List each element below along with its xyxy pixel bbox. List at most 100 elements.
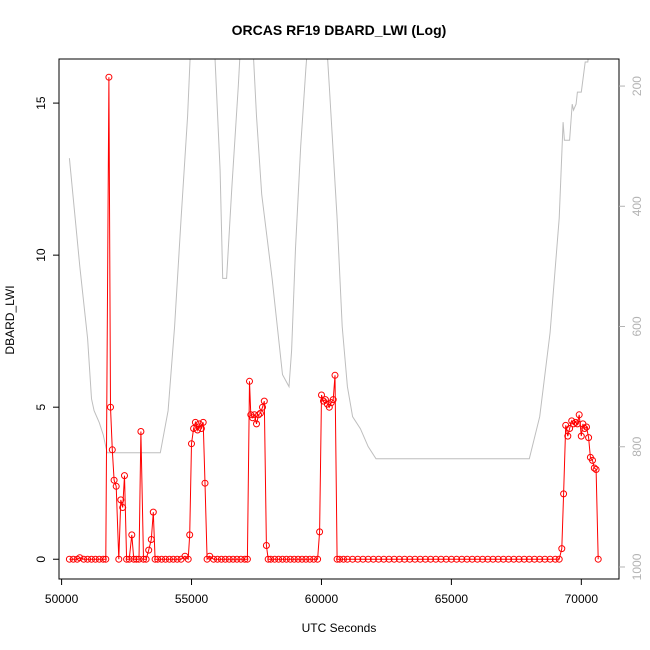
data-point <box>275 555 283 563</box>
data-point <box>110 476 118 484</box>
data-point <box>154 555 162 563</box>
data-point <box>107 403 114 411</box>
data-point <box>505 555 513 563</box>
data-point <box>253 420 260 428</box>
data-point <box>147 536 155 543</box>
x-tick-label: 55000 <box>175 592 209 606</box>
data-point <box>173 555 181 563</box>
data-point <box>88 555 95 563</box>
data-point <box>447 555 455 563</box>
y-tick-label: 15 <box>34 96 48 110</box>
data-point <box>188 440 195 448</box>
data-point <box>262 542 270 549</box>
data-point <box>119 504 127 511</box>
data-point <box>572 418 580 426</box>
data-point <box>432 555 440 563</box>
data-point <box>589 456 596 464</box>
data-point <box>343 555 351 563</box>
data-point <box>256 409 264 417</box>
data-point <box>184 555 192 563</box>
plot-frame <box>58 58 620 580</box>
data-point <box>575 411 583 419</box>
data-point <box>65 555 73 563</box>
data-point <box>158 555 166 563</box>
data-point <box>229 555 237 563</box>
data-point <box>310 555 318 563</box>
data-point <box>531 555 538 563</box>
chart-title: ORCAS RF19 DBARD_LWI (Log) <box>232 22 447 38</box>
data-point <box>395 555 403 563</box>
data-point <box>541 555 549 563</box>
y2-tick-label: 1000 <box>630 553 644 580</box>
data-point <box>551 555 559 563</box>
data-point <box>125 555 133 563</box>
data-point <box>259 403 266 411</box>
data-point <box>442 555 450 563</box>
data-point <box>99 555 107 563</box>
data-point <box>494 555 502 563</box>
data-point <box>577 432 585 440</box>
data-point <box>318 391 325 399</box>
data-point <box>570 420 577 428</box>
data-point <box>169 555 177 563</box>
data-point <box>306 555 314 563</box>
x-axis-label: UTC Seconds <box>302 621 377 635</box>
data-point <box>246 377 253 385</box>
data-point <box>380 555 388 563</box>
data-point <box>583 423 590 431</box>
data-point <box>117 496 125 504</box>
data-point <box>463 555 471 563</box>
data-point <box>321 396 329 404</box>
data-point <box>105 73 113 81</box>
data-point <box>142 555 150 563</box>
data-point <box>416 555 424 563</box>
data-point <box>359 555 367 563</box>
data-point <box>340 555 347 563</box>
data-point <box>336 555 344 563</box>
data-point <box>137 428 145 435</box>
data-point <box>314 555 322 563</box>
secondary-series-layer <box>68 59 589 460</box>
x-axis: 50000 55000 60000 65000 70000 <box>45 579 598 606</box>
data-point <box>197 425 205 432</box>
data-point <box>267 555 275 563</box>
y-axis-label: DBARD_LWI <box>3 285 17 354</box>
data-point <box>102 555 110 563</box>
data-point <box>354 555 362 563</box>
x-tick-label: 50000 <box>45 592 79 606</box>
data-point <box>260 397 268 405</box>
data-point <box>421 555 429 563</box>
data-point <box>566 425 574 432</box>
y2-tick-label: 600 <box>630 316 644 336</box>
data-point <box>162 555 169 563</box>
primary-series-line <box>69 77 599 561</box>
data-point <box>364 555 372 563</box>
data-point <box>84 555 92 563</box>
data-point <box>271 555 279 563</box>
data-point <box>555 555 563 563</box>
data-point <box>149 508 157 516</box>
data-point <box>499 555 507 563</box>
data-point <box>581 425 589 432</box>
data-point <box>121 472 128 480</box>
data-point <box>123 555 131 563</box>
data-point <box>282 555 290 563</box>
data-point <box>375 555 383 563</box>
data-point <box>479 555 487 563</box>
data-point <box>484 555 492 563</box>
data-point <box>112 482 120 490</box>
data-point <box>165 555 173 563</box>
data-point <box>186 531 194 539</box>
data-point <box>135 555 143 563</box>
secondary-series-line <box>68 59 589 460</box>
data-point <box>594 555 602 563</box>
data-point <box>468 555 476 563</box>
data-point <box>473 555 481 563</box>
data-point <box>243 555 251 563</box>
data-point <box>199 418 207 426</box>
data-point <box>225 555 233 563</box>
data-point <box>349 555 357 563</box>
data-point <box>401 555 409 563</box>
data-point <box>564 432 572 440</box>
